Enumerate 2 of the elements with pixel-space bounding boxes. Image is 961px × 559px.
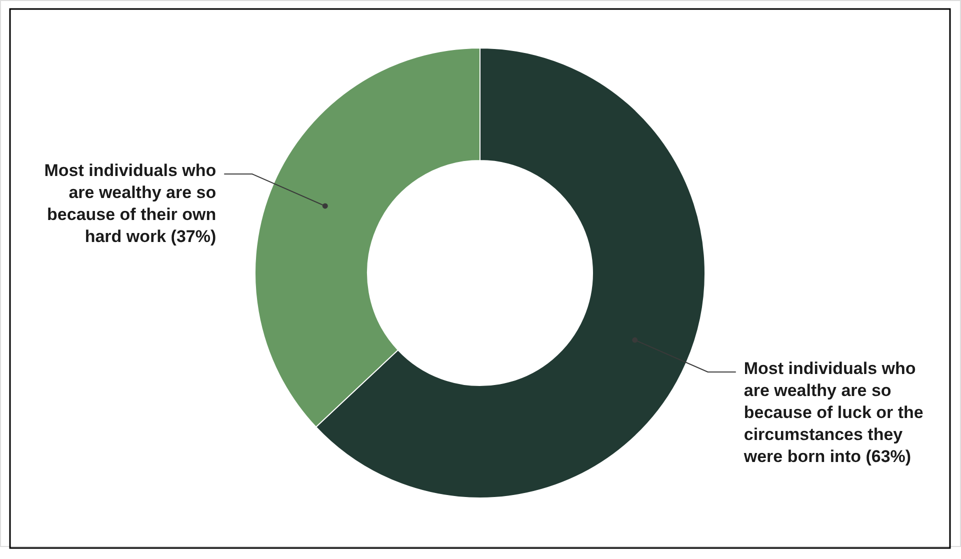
slice-label: Most individuals who are wealthy are so because of luck or the circumstances they were born into (63%) (742, 359, 924, 466)
slice-label: Most individuals who are wealthy are so because of their own hard work (37%) (44, 160, 216, 246)
